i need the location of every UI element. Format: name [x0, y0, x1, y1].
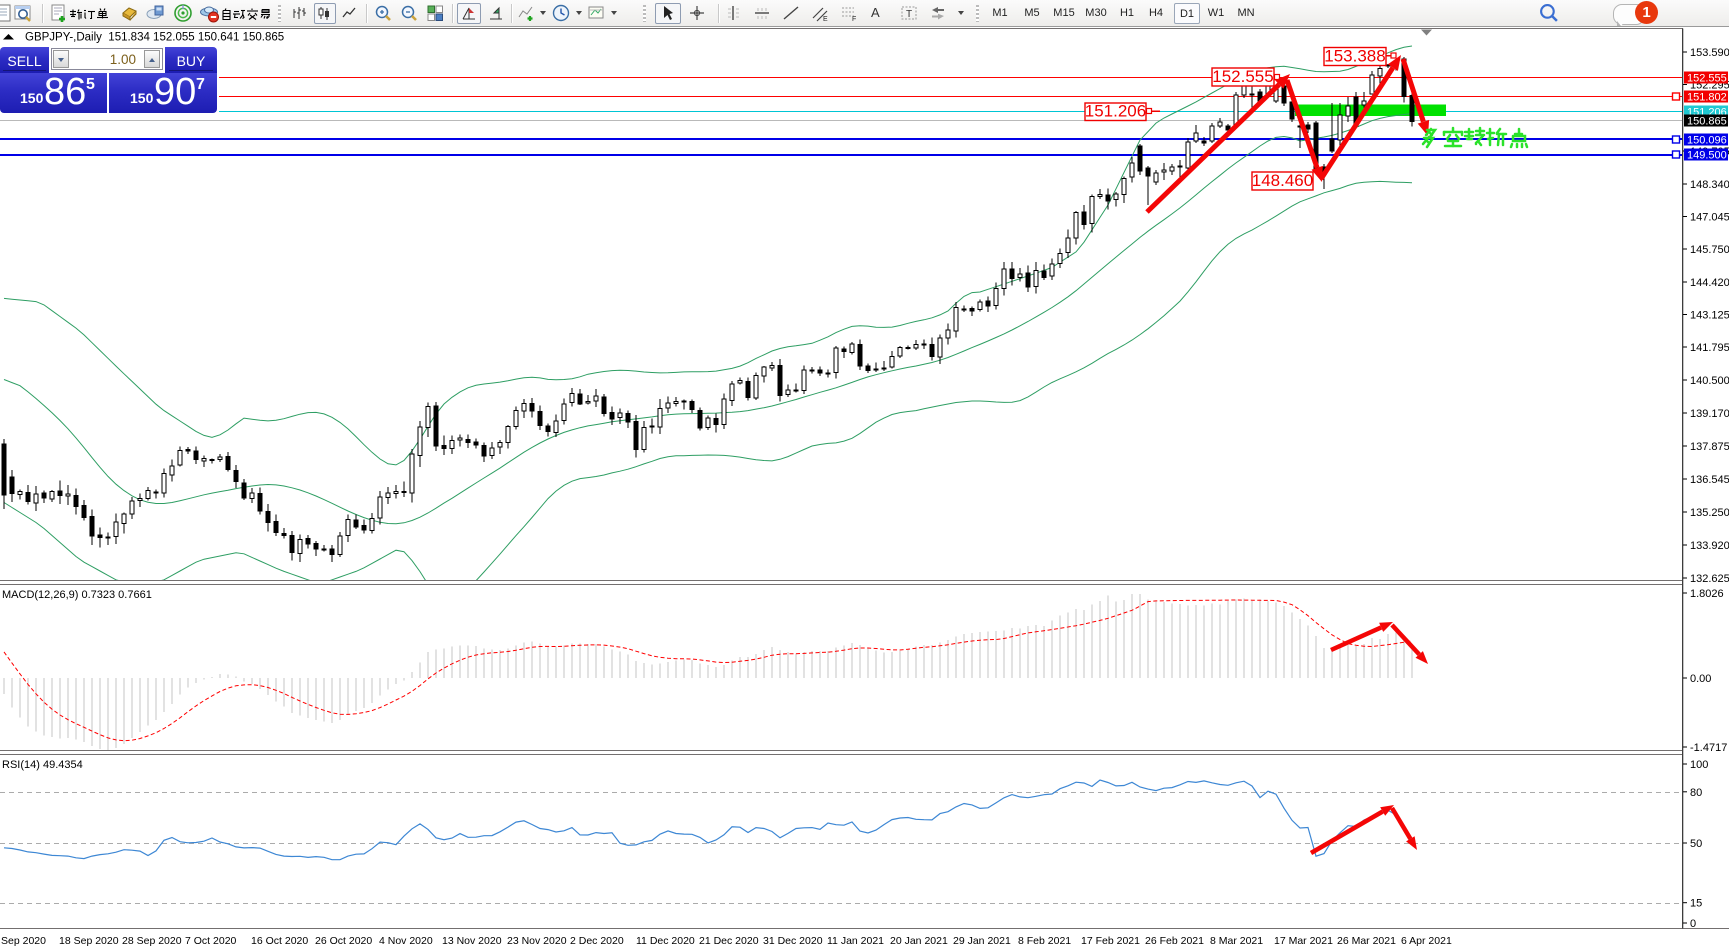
svg-text:T: T: [906, 9, 912, 20]
svg-text:141.795: 141.795: [1690, 342, 1729, 354]
svg-text:137.875: 137.875: [1690, 441, 1729, 453]
svg-text:8 Feb 2021: 8 Feb 2021: [1018, 935, 1071, 947]
svg-text:152.555: 152.555: [1687, 73, 1727, 85]
svg-text:147.045: 147.045: [1690, 212, 1729, 224]
svg-text:17 Feb 2021: 17 Feb 2021: [1081, 935, 1140, 947]
svg-text:151.206: 151.206: [1085, 102, 1146, 121]
svg-text:7 Oct 2020: 7 Oct 2020: [185, 935, 237, 947]
svg-text:23 Nov 2020: 23 Nov 2020: [507, 935, 567, 947]
svg-text:E: E: [823, 16, 828, 23]
svg-text:140.500: 140.500: [1690, 375, 1729, 387]
svg-text:8 Mar 2021: 8 Mar 2021: [1210, 935, 1263, 947]
svg-text:143.125: 143.125: [1690, 310, 1729, 322]
svg-text:153.388: 153.388: [1324, 47, 1385, 66]
svg-text:151.802: 151.802: [1687, 92, 1727, 104]
svg-text:145.750: 145.750: [1690, 244, 1729, 256]
svg-text:18 Sep 2020: 18 Sep 2020: [59, 935, 119, 947]
svg-text:149.500: 149.500: [1687, 150, 1727, 162]
svg-text:17 Mar 2021: 17 Mar 2021: [1274, 935, 1333, 947]
svg-text:153.590: 153.590: [1690, 47, 1729, 59]
svg-text:144.420: 144.420: [1690, 277, 1729, 289]
svg-text:50: 50: [1690, 838, 1702, 850]
svg-text:4 Nov 2020: 4 Nov 2020: [379, 935, 433, 947]
svg-text:26 Feb 2021: 26 Feb 2021: [1145, 935, 1204, 947]
svg-text:RSI(14) 49.4354: RSI(14) 49.4354: [2, 759, 83, 771]
svg-text:16 Oct 2020: 16 Oct 2020: [251, 935, 308, 947]
svg-text:F: F: [852, 16, 856, 23]
svg-text:135.250: 135.250: [1690, 507, 1729, 519]
svg-text:31 Dec 2020: 31 Dec 2020: [763, 935, 823, 947]
svg-text:20 Jan 2021: 20 Jan 2021: [890, 935, 948, 947]
svg-text:136.545: 136.545: [1690, 474, 1729, 486]
svg-text:150.865: 150.865: [1687, 116, 1727, 128]
svg-text:1.8026: 1.8026: [1690, 588, 1724, 600]
svg-text:100: 100: [1690, 759, 1708, 771]
svg-text:MACD(12,26,9) 0.7323 0.7661: MACD(12,26,9) 0.7323 0.7661: [2, 589, 152, 601]
svg-text:21 Dec 2020: 21 Dec 2020: [699, 935, 759, 947]
svg-text:2 Dec 2020: 2 Dec 2020: [570, 935, 624, 947]
svg-text:Sep 2020: Sep 2020: [1, 935, 46, 947]
svg-text:6 Apr 2021: 6 Apr 2021: [1401, 935, 1452, 947]
svg-text:0.00: 0.00: [1690, 673, 1711, 685]
svg-text:26 Oct 2020: 26 Oct 2020: [315, 935, 372, 947]
svg-text:-1.4717: -1.4717: [1690, 742, 1727, 754]
svg-text:148.460: 148.460: [1252, 171, 1313, 190]
svg-text:11 Jan 2021: 11 Jan 2021: [827, 935, 884, 947]
svg-text:29 Jan 2021: 29 Jan 2021: [953, 935, 1011, 947]
svg-text:148.340: 148.340: [1690, 179, 1729, 191]
svg-text:139.170: 139.170: [1690, 408, 1729, 420]
svg-text:152.555: 152.555: [1212, 67, 1273, 86]
svg-text:13 Nov 2020: 13 Nov 2020: [442, 935, 502, 947]
svg-text:11 Dec 2020: 11 Dec 2020: [636, 935, 695, 947]
svg-text:15: 15: [1690, 898, 1702, 910]
svg-text:26 Mar 2021: 26 Mar 2021: [1337, 935, 1396, 947]
svg-text:150.096: 150.096: [1687, 135, 1727, 147]
svg-text:80: 80: [1690, 787, 1702, 799]
svg-text:GBPJPY-,Daily 151.834 152.055: GBPJPY-,Daily 151.834 152.055 150.641 15…: [25, 32, 284, 44]
svg-text:133.920: 133.920: [1690, 540, 1729, 552]
svg-text:28 Sep 2020: 28 Sep 2020: [122, 935, 182, 947]
svg-text:0: 0: [1690, 918, 1696, 930]
svg-text:132.625: 132.625: [1690, 573, 1729, 585]
